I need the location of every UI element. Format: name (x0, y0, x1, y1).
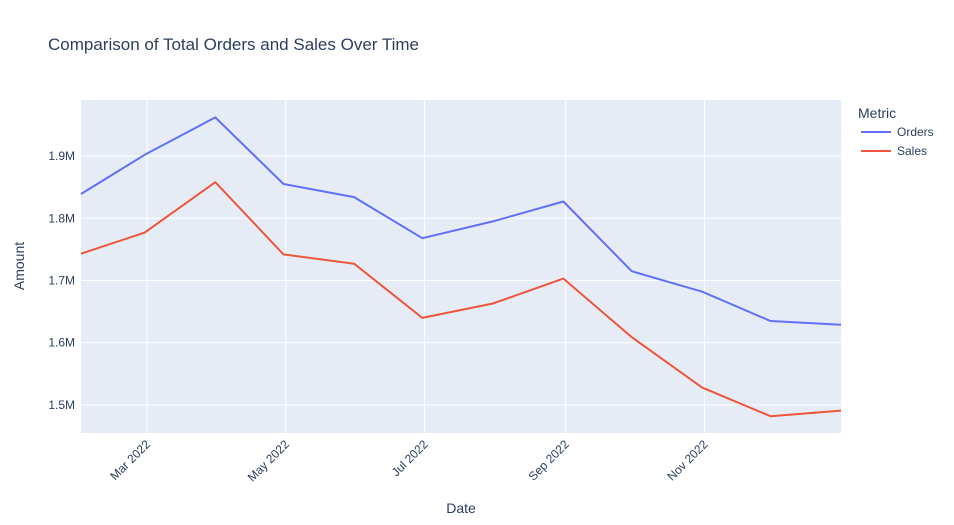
series-lines (80, 116, 842, 418)
x-axis-ticks: Mar 2022 May 2022 Jul 2022 Sep 2022 Nov 2022 (107, 437, 710, 484)
y-tick-label: 1.8M (48, 211, 75, 225)
legend-label-orders: Orders (897, 125, 934, 139)
x-tick-label: May 2022 (245, 437, 292, 484)
gridlines (81, 100, 841, 433)
legend[interactable]: Metric Orders Sales (858, 105, 934, 158)
x-tick-label: Nov 2022 (664, 437, 710, 483)
x-tick-label: Jul 2022 (389, 437, 431, 479)
chart-title: Comparison of Total Orders and Sales Ove… (48, 35, 419, 54)
x-tick-label: Mar 2022 (107, 437, 153, 483)
y-axis-ticks: 1.5M 1.6M 1.7M 1.8M 1.9M (48, 149, 75, 412)
y-tick-label: 1.9M (48, 149, 75, 163)
legend-title: Metric (858, 105, 896, 121)
y-tick-label: 1.5M (48, 398, 75, 412)
legend-label-sales: Sales (897, 144, 927, 158)
y-axis-title: Amount (11, 242, 27, 290)
x-axis-title: Date (446, 500, 476, 516)
series-line-sales (80, 181, 842, 418)
plot-area (81, 100, 841, 433)
x-tick-label: Sep 2022 (526, 437, 572, 483)
y-tick-label: 1.7M (48, 274, 75, 288)
series-line-orders (80, 116, 842, 326)
y-tick-label: 1.6M (48, 336, 75, 350)
